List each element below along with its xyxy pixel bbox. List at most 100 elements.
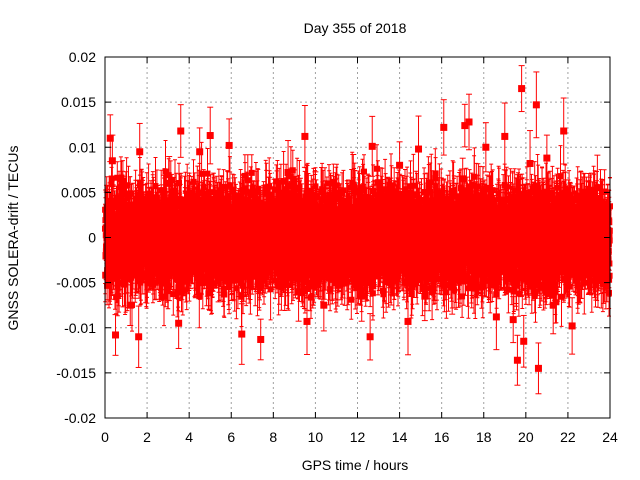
data-point bbox=[471, 231, 479, 298]
data-point bbox=[246, 185, 254, 236]
point-marker bbox=[320, 301, 328, 309]
data-point bbox=[366, 313, 374, 361]
data-point bbox=[556, 177, 563, 235]
data-point bbox=[175, 297, 183, 349]
point-marker bbox=[106, 134, 114, 142]
data-point bbox=[492, 283, 500, 351]
data-point bbox=[165, 156, 173, 211]
data-point bbox=[225, 118, 233, 173]
x-axis-title: GPS time / hours bbox=[302, 457, 409, 473]
point-marker bbox=[396, 161, 404, 169]
data-point bbox=[196, 127, 204, 177]
data-point bbox=[459, 157, 467, 200]
data-point bbox=[284, 140, 292, 205]
data-point bbox=[265, 176, 273, 236]
y-tick-label: 0.015 bbox=[61, 94, 96, 110]
point-marker bbox=[368, 142, 376, 150]
point-marker bbox=[532, 101, 540, 109]
point-marker bbox=[295, 288, 303, 296]
y-tick-label: 0.02 bbox=[69, 49, 96, 65]
data-point bbox=[549, 276, 557, 335]
data-point bbox=[532, 71, 540, 139]
point-marker bbox=[492, 313, 500, 321]
point-marker bbox=[459, 175, 467, 183]
data-point bbox=[404, 287, 412, 356]
point-marker bbox=[215, 270, 223, 278]
axis-ticks: 0 2 4 6 8 10 12 14 16 18 20 22 24-0.02-0.015-0.01-0.… bbox=[56, 49, 618, 445]
data-point bbox=[234, 208, 242, 258]
point-marker bbox=[274, 252, 282, 260]
x-tick-label: 20 bbox=[518, 429, 534, 445]
point-marker bbox=[404, 317, 412, 325]
point-marker bbox=[415, 145, 423, 153]
point-marker bbox=[604, 211, 612, 219]
data-point bbox=[339, 230, 347, 299]
point-marker bbox=[265, 202, 273, 210]
point-marker bbox=[509, 316, 517, 324]
point-marker bbox=[257, 335, 265, 343]
data-point bbox=[501, 102, 509, 171]
data-point bbox=[102, 227, 110, 285]
point-marker bbox=[556, 202, 563, 210]
data-point bbox=[295, 261, 303, 322]
point-marker bbox=[185, 224, 193, 232]
point-marker bbox=[513, 356, 521, 364]
data-point bbox=[145, 186, 153, 252]
data-markers-band bbox=[102, 165, 613, 309]
data-point bbox=[518, 65, 526, 113]
data-point bbox=[301, 105, 309, 168]
data-point bbox=[421, 271, 429, 322]
data-point bbox=[274, 229, 282, 282]
point-marker bbox=[465, 118, 473, 126]
point-marker bbox=[577, 193, 585, 201]
data-point bbox=[429, 179, 437, 233]
y-axis-title: GNSS SOLERA-drift / TECUs bbox=[5, 146, 21, 331]
point-marker bbox=[568, 322, 576, 330]
data-point bbox=[311, 171, 319, 223]
x-tick-label: 2 bbox=[143, 429, 151, 445]
point-marker bbox=[585, 268, 593, 276]
data-point bbox=[368, 115, 376, 177]
x-tick-label: 8 bbox=[269, 429, 277, 445]
point-marker bbox=[520, 337, 528, 345]
data-point bbox=[461, 103, 469, 148]
data-point bbox=[177, 104, 185, 158]
point-marker bbox=[206, 132, 214, 140]
point-marker bbox=[482, 143, 490, 151]
data-point bbox=[593, 154, 601, 222]
point-marker bbox=[560, 127, 568, 135]
data-point bbox=[215, 244, 223, 303]
data-point bbox=[448, 259, 456, 315]
x-tick-label: 16 bbox=[434, 429, 450, 445]
point-marker bbox=[102, 252, 110, 260]
point-marker bbox=[120, 197, 128, 205]
point-marker bbox=[238, 330, 246, 338]
point-marker bbox=[549, 301, 557, 309]
point-marker bbox=[284, 169, 292, 177]
x-tick-label: 12 bbox=[350, 429, 366, 445]
point-marker bbox=[177, 127, 185, 135]
data-point bbox=[238, 303, 246, 365]
data-point bbox=[349, 154, 357, 217]
point-marker bbox=[225, 141, 233, 149]
point-marker bbox=[387, 270, 395, 278]
chart-title: Day 355 of 2018 bbox=[304, 20, 407, 36]
point-marker bbox=[330, 215, 338, 223]
point-marker bbox=[246, 206, 254, 214]
point-marker bbox=[301, 132, 309, 140]
point-marker bbox=[421, 292, 429, 300]
point-marker bbox=[126, 301, 134, 309]
data-point bbox=[135, 305, 143, 368]
y-tick-label: -0.02 bbox=[64, 410, 96, 426]
point-marker bbox=[440, 123, 448, 131]
data-point bbox=[560, 97, 568, 165]
data-point bbox=[440, 99, 448, 156]
data-point bbox=[520, 314, 528, 368]
x-tick-label: 24 bbox=[602, 429, 618, 445]
data-point bbox=[465, 93, 473, 151]
data-point bbox=[320, 278, 328, 332]
x-tick-label: 18 bbox=[476, 429, 492, 445]
data-point bbox=[206, 106, 214, 165]
data-point bbox=[108, 134, 116, 187]
